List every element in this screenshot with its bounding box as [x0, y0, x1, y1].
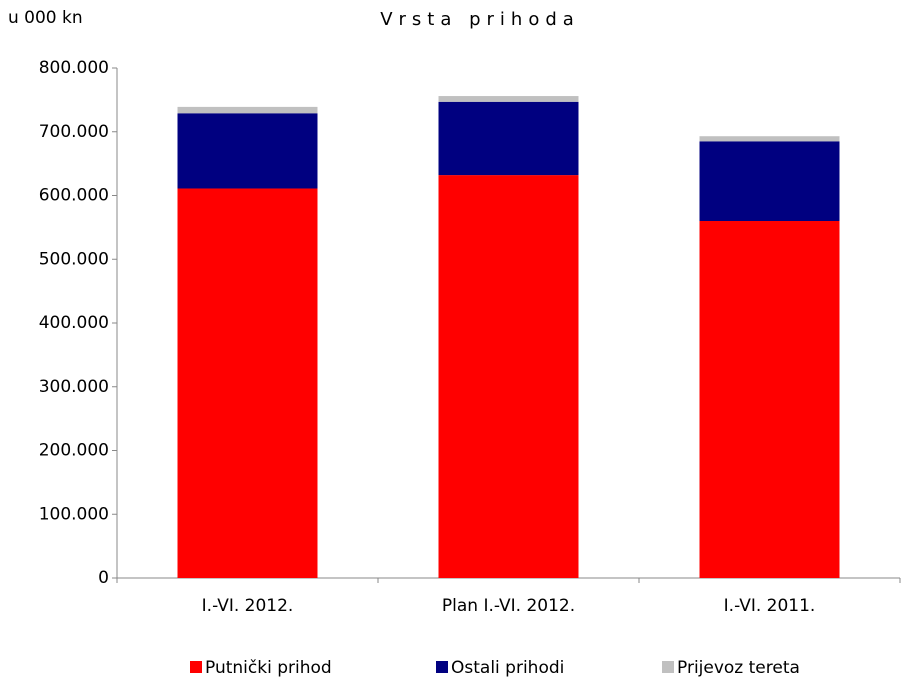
bar-segment — [438, 96, 579, 102]
y-tick-label: 100.000 — [39, 504, 109, 524]
bar-segment — [438, 101, 579, 176]
legend-swatch — [436, 661, 448, 673]
x-tick-label: I.-VI. 2012. — [202, 596, 294, 616]
legend-swatch — [190, 661, 202, 673]
x-tick-label: I.-VI. 2011. — [724, 596, 816, 616]
y-tick-label: 700.000 — [39, 122, 109, 142]
unit-label: u 000 kn — [8, 8, 83, 28]
legend-label: Ostali prihodi — [451, 658, 564, 678]
legend-label: Putnički prihod — [205, 658, 332, 678]
y-tick-label: 800.000 — [39, 58, 109, 78]
y-tick-label: 300.000 — [39, 377, 109, 397]
bar-segment — [177, 188, 318, 579]
bar-segment — [177, 113, 318, 189]
y-tick-label: 200.000 — [39, 441, 109, 461]
y-tick-label: 500.000 — [39, 249, 109, 269]
x-tick-label: Plan I.-VI. 2012. — [442, 596, 575, 616]
legend-label: Prijevoz tereta — [677, 658, 800, 678]
bar-segment — [699, 221, 840, 578]
y-tick-label: 400.000 — [39, 313, 109, 333]
legend-swatch — [662, 661, 674, 673]
bar-segment — [699, 136, 840, 142]
chart-title: Vrsta prihoda — [380, 9, 580, 30]
y-tick-label: 600.000 — [39, 186, 109, 206]
y-tick-label: 0 — [98, 568, 109, 588]
bar-segment — [177, 106, 318, 114]
bar-segment — [438, 175, 579, 578]
bar-segment — [699, 141, 840, 221]
